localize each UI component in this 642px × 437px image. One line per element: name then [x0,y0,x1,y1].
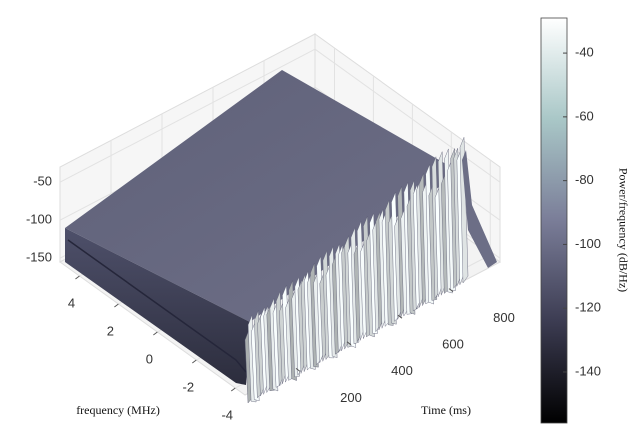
colorbar-tick-label: -80 [575,172,594,187]
colorbar-label: Power/frequency (dB/Hz) [616,168,630,292]
y-axis-label: frequency (MHz) [76,403,160,417]
chart: -50 -100 -150 200 400 600 800 4 2 0 -2 -4 frequency… [0,0,642,437]
colorbar-tick-label: -40 [575,45,594,60]
y-tick [153,332,157,335]
colorbar-tick-label: -100 [575,236,601,251]
y-tick [231,388,235,391]
y-tick-label: -2 [183,379,195,394]
y-tick [75,276,79,279]
colorbar-tick-label: -140 [575,363,601,378]
z-tick-label: -100 [26,212,52,227]
x-tick-label: 600 [442,337,464,352]
y-tick-label: 0 [146,351,153,366]
colorbar-tick-label: -60 [575,108,594,123]
x-tick-label: 800 [493,310,515,325]
colorbar-tick-label: -120 [575,300,601,315]
y-tick-label: 4 [68,295,75,310]
z-tick-label: -150 [26,250,52,265]
y-tick-label: 2 [107,323,114,338]
y-tick [192,360,196,363]
x-tick-label: 200 [340,390,362,405]
y-tick-label: -4 [221,407,233,422]
y-tick [114,304,118,307]
x-axis-label: Time (ms) [421,403,471,417]
x-tick-label: 400 [391,363,413,378]
colorbar [541,18,567,423]
z-tick-label: -50 [33,174,52,189]
